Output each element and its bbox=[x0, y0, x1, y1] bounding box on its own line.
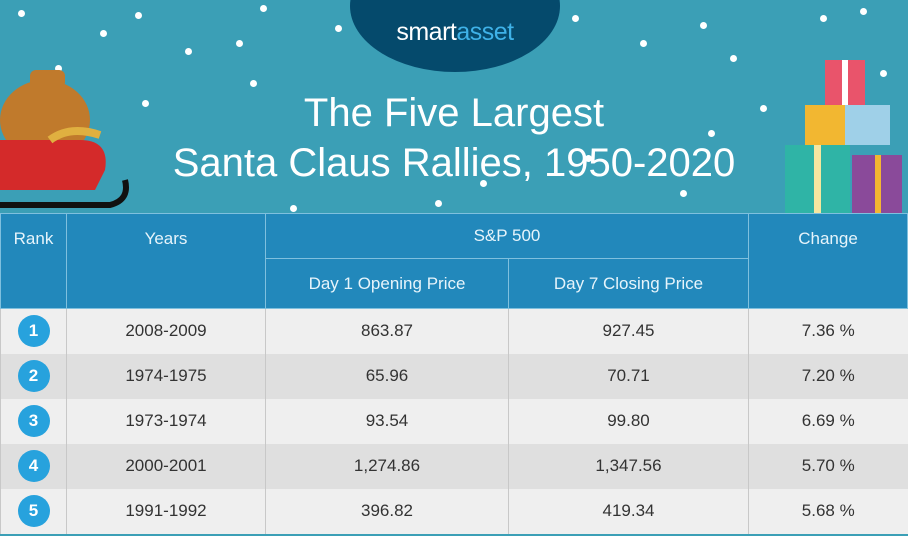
change-cell: 5.68 % bbox=[748, 488, 908, 534]
change-cell: 7.20 % bbox=[748, 353, 908, 399]
years-cell: 2008-2009 bbox=[66, 308, 266, 354]
rank-cell: 2 bbox=[0, 353, 67, 399]
rank-badge: 4 bbox=[17, 450, 50, 482]
years-cell: 1973-1974 bbox=[66, 398, 266, 444]
years-cell: 2000-2001 bbox=[66, 443, 266, 489]
change-cell: 7.36 % bbox=[748, 308, 908, 354]
table-row: 1 2008-2009 863.87 927.45 7.36 % bbox=[0, 308, 908, 354]
header-years: Years bbox=[66, 213, 266, 309]
open-price-cell: 93.54 bbox=[265, 398, 509, 444]
close-price-cell: 70.71 bbox=[508, 353, 749, 399]
table-row: 2 1974-1975 65.96 70.71 7.20 % bbox=[0, 353, 908, 399]
rank-badge: 3 bbox=[17, 405, 50, 437]
rank-badge: 5 bbox=[17, 495, 50, 527]
open-price-cell: 65.96 bbox=[265, 353, 509, 399]
santa-sleigh-icon bbox=[0, 70, 129, 208]
rank-cell: 1 bbox=[0, 308, 67, 354]
table-row: 5 1991-1992 396.82 419.34 5.68 % bbox=[0, 488, 908, 534]
page-title: The Five Largest Santa Claus Rallies, 195… bbox=[172, 91, 736, 185]
gift-boxes-icon bbox=[785, 60, 902, 215]
open-price-cell: 1,274.86 bbox=[265, 443, 509, 489]
rallies-table: Rank Years S&P 500 Change Day 1 Opening … bbox=[0, 213, 908, 534]
header-close: Day 7 Closing Price bbox=[508, 258, 749, 309]
years-cell: 1991-1992 bbox=[66, 488, 266, 534]
rank-badge: 2 bbox=[17, 360, 50, 392]
header-change: Change bbox=[748, 213, 908, 309]
smartasset-logo: smartasset bbox=[396, 18, 514, 46]
close-price-cell: 927.45 bbox=[508, 308, 749, 354]
rank-cell: 3 bbox=[0, 398, 67, 444]
open-price-cell: 396.82 bbox=[265, 488, 509, 534]
close-price-cell: 419.34 bbox=[508, 488, 749, 534]
change-cell: 6.69 % bbox=[748, 398, 908, 444]
header-rank: Rank bbox=[0, 213, 67, 309]
close-price-cell: 1,347.56 bbox=[508, 443, 749, 489]
years-cell: 1974-1975 bbox=[66, 353, 266, 399]
header-sp500: S&P 500 bbox=[265, 213, 749, 259]
rank-badge: 1 bbox=[17, 315, 50, 348]
open-price-cell: 863.87 bbox=[265, 308, 509, 354]
change-cell: 5.70 % bbox=[748, 443, 908, 489]
header-open: Day 1 Opening Price bbox=[265, 258, 509, 309]
rank-cell: 5 bbox=[0, 488, 67, 534]
table-row: 4 2000-2001 1,274.86 1,347.56 5.70 % bbox=[0, 443, 908, 489]
close-price-cell: 99.80 bbox=[508, 398, 749, 444]
rank-cell: 4 bbox=[0, 443, 67, 489]
table-row: 3 1973-1974 93.54 99.80 6.69 % bbox=[0, 398, 908, 444]
